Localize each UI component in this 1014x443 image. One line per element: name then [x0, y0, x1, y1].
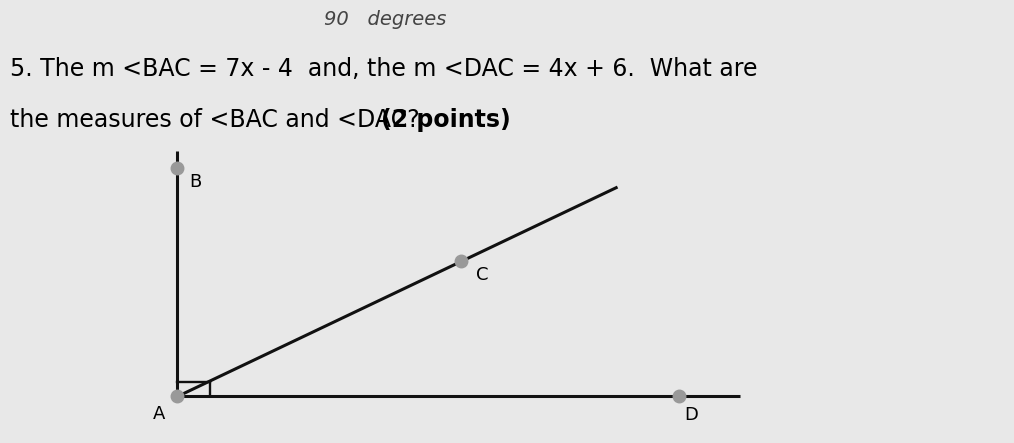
Text: C: C — [476, 266, 488, 284]
Text: 5. The m <BAC = 7x - 4  and, the m <DAC = 4x + 6.  What are: 5. The m <BAC = 7x - 4 and, the m <DAC =… — [10, 57, 757, 81]
Text: the measures of <BAC and <DAC?: the measures of <BAC and <DAC? — [10, 108, 427, 132]
Text: B: B — [190, 173, 202, 191]
Text: A: A — [153, 405, 165, 424]
Text: (2 points): (2 points) — [381, 108, 511, 132]
Text: 90   degrees: 90 degrees — [324, 11, 446, 29]
Text: D: D — [684, 406, 699, 424]
